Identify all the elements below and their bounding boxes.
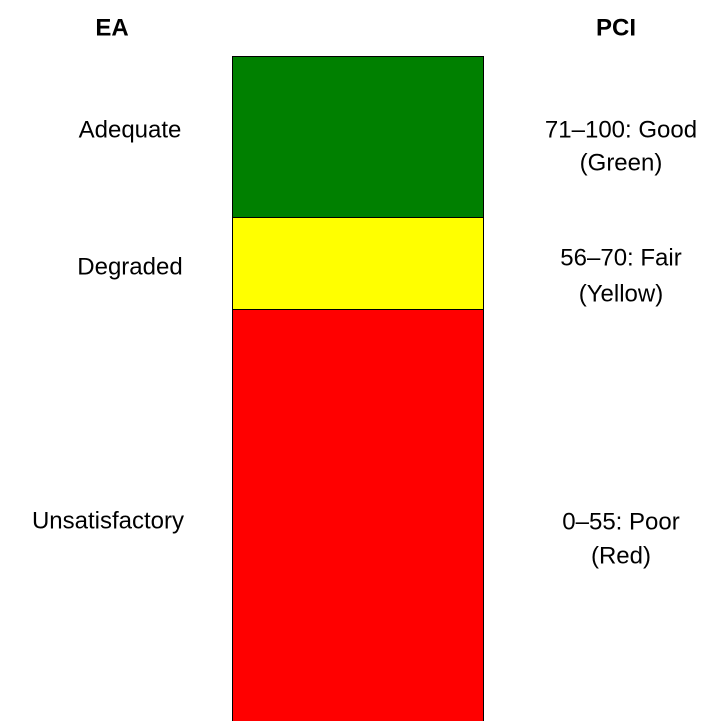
pci-label: (Yellow) <box>579 280 663 307</box>
band <box>232 56 484 218</box>
band <box>232 217 484 310</box>
ea-label: Unsatisfactory <box>32 507 184 534</box>
pci-label: 0–55: Poor <box>562 508 679 535</box>
pci-header: PCI <box>596 14 636 41</box>
ea-label: Degraded <box>77 253 182 280</box>
pci-label: 56–70: Fair <box>560 244 681 271</box>
band <box>232 309 484 721</box>
pci-label: 71–100: Good <box>545 116 697 143</box>
ea-label: Adequate <box>79 116 182 143</box>
ea-header: EA <box>95 14 128 41</box>
pci-label: (Red) <box>591 542 651 569</box>
pci-label: (Green) <box>580 149 663 176</box>
